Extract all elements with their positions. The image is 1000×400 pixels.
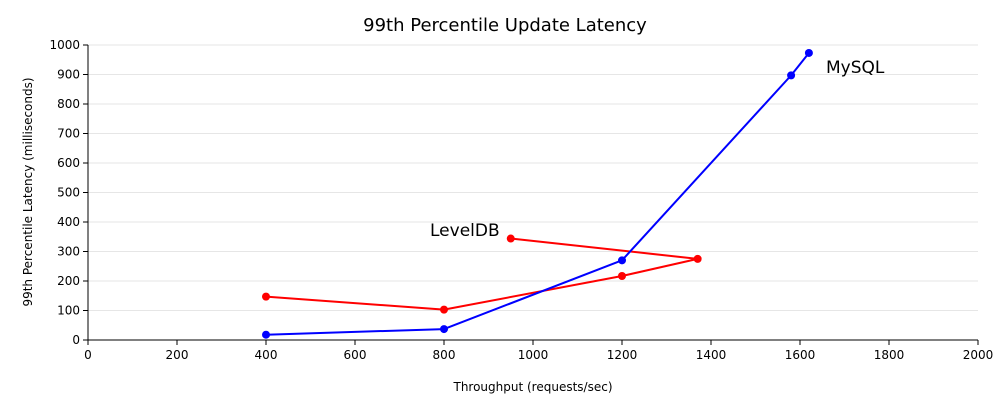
y-ticks: 0 100 200 300 400 500 600 700 800 900 1000: [49, 38, 88, 347]
x-tick-label: 2000: [963, 348, 994, 362]
x-tick-label: 1600: [785, 348, 816, 362]
x-ticks: 0 200 400 600 800 1000 1200 1400 1600 1800 2000: [84, 340, 993, 362]
y-tick-label: 0: [72, 333, 80, 347]
series-layer: [262, 48, 813, 339]
y-tick-label: 700: [57, 127, 80, 141]
y-tick-label: 500: [57, 186, 80, 200]
series-label-leveldb: LevelDB: [430, 221, 500, 241]
series-mysql: [262, 48, 813, 339]
data-point-leveldb: [506, 234, 515, 243]
data-point-leveldb: [618, 271, 626, 280]
y-tick-label: 100: [57, 304, 80, 318]
series-leveldb: [262, 234, 702, 314]
data-point-mysql: [787, 71, 796, 80]
data-point-mysql: [262, 330, 270, 339]
x-tick-label: 200: [166, 348, 189, 362]
y-tick-label: 600: [57, 156, 80, 170]
y-tick-label: 900: [57, 68, 80, 82]
y-tick-label: 300: [57, 245, 80, 259]
y-tick-label: 200: [57, 274, 80, 288]
series-line-mysql: [265, 51, 810, 336]
y-tick-label: 800: [57, 97, 80, 111]
grid: [88, 44, 978, 311]
x-tick-label: 1400: [696, 348, 727, 362]
x-axis-label: Throughput (requests/sec): [452, 380, 612, 394]
y-tick-label: 400: [57, 215, 80, 229]
x-tick-label: 400: [255, 348, 278, 362]
x-tick-label: 1200: [607, 348, 638, 362]
chart-title: 99th Percentile Update Latency: [363, 15, 647, 36]
x-tick-label: 1000: [518, 348, 549, 362]
data-point-mysql: [618, 256, 626, 265]
data-point-leveldb: [440, 305, 448, 314]
x-tick-label: 0: [84, 348, 92, 362]
y-axis-label: 99th Percentile Latency (milliseconds): [21, 77, 35, 306]
data-point-mysql: [440, 325, 448, 334]
y-tick-label: 1000: [49, 38, 80, 52]
series-label-mysql: MySQL: [826, 58, 885, 78]
data-point-mysql: [804, 48, 813, 57]
x-tick-label: 1800: [874, 348, 905, 362]
data-point-leveldb: [262, 292, 270, 301]
data-point-leveldb: [693, 254, 702, 263]
x-tick-label: 600: [344, 348, 367, 362]
x-tick-label: 800: [433, 348, 456, 362]
